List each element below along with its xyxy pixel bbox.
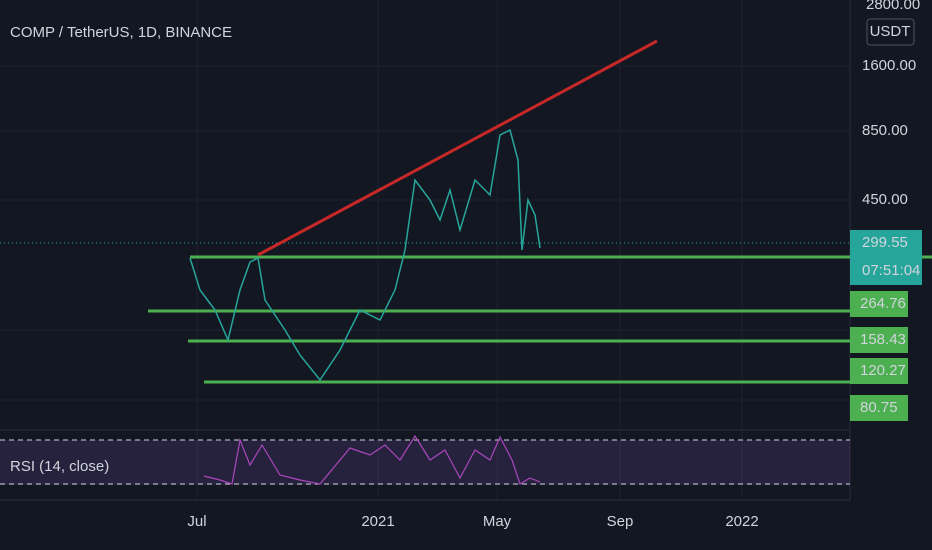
price-label: 850.00 [862, 122, 908, 139]
level-tag: 120.27 [860, 362, 906, 379]
currency[interactable]: USDT [870, 23, 911, 40]
last-price-tag [850, 230, 922, 285]
rsi-series [203, 434, 541, 485]
time-label: Sep [607, 513, 634, 530]
countdown: 07:51:04 [862, 262, 920, 279]
level-tags [850, 291, 908, 421]
chart-title: COMP / TetherUS, 1D, BINANCE [10, 24, 232, 41]
level-tag: 80.75 [860, 399, 898, 416]
trend-line [257, 39, 658, 257]
price-series [189, 128, 541, 382]
level-tag: 158.43 [860, 331, 906, 348]
time-label: May [483, 513, 512, 530]
grid [0, 0, 850, 500]
currency-box[interactable] [866, 18, 915, 46]
time-label: 2021 [361, 513, 394, 530]
support-lines [148, 255, 932, 384]
rsi-band [0, 440, 850, 485]
last-price: 299.55 [862, 234, 908, 251]
price-label: 450.00 [862, 191, 908, 208]
time-label: Jul [187, 513, 206, 530]
price-label: 1600.00 [862, 57, 916, 74]
price-label: 2800.00 [866, 0, 920, 13]
time-label: 2022 [725, 513, 758, 530]
level-tag: 264.76 [860, 295, 906, 312]
indicator-label: RSI (14, close) [10, 458, 109, 475]
